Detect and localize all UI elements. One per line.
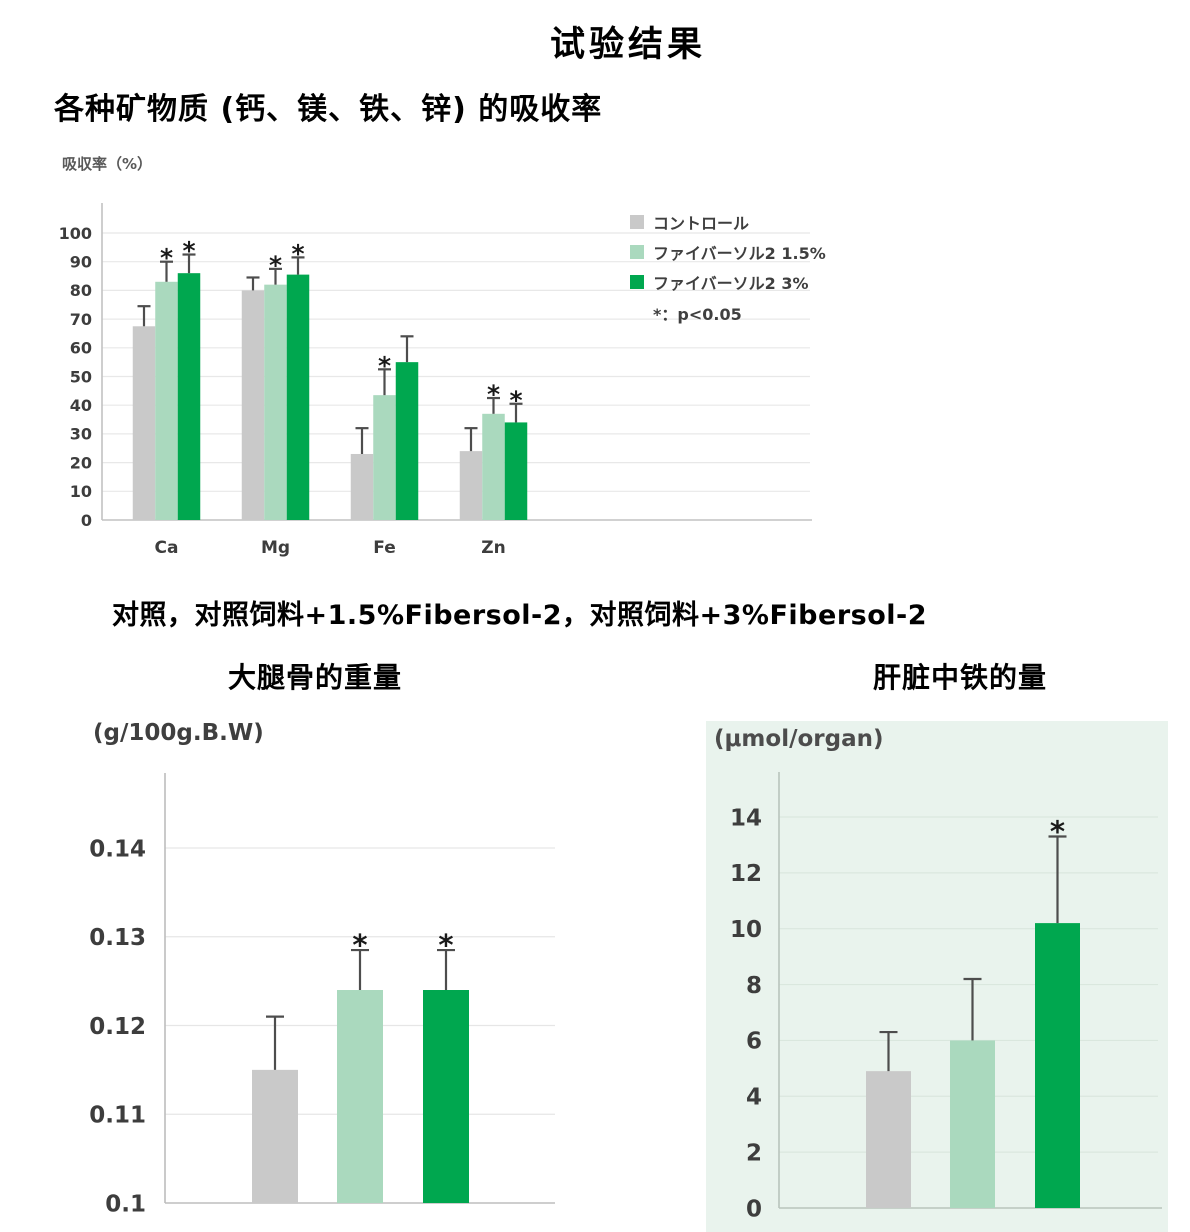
x-axis-label: Zn	[481, 538, 505, 558]
bar	[950, 1040, 995, 1208]
bar	[264, 284, 287, 520]
fibersol-3-color-swatch	[630, 274, 644, 289]
y-tick-label: 0.12	[89, 1014, 146, 1040]
y-tick-label: 0.13	[89, 925, 146, 951]
legend-label-control: コントロール	[653, 213, 750, 233]
liver-y-axis-unit: (μmol/organ)	[714, 726, 884, 752]
y-tick-label: 0.11	[89, 1103, 146, 1129]
x-axis-label: Fe	[373, 538, 395, 558]
liver-chart-panel: (μmol/organ) 0 2 4 6 8 10 12 14 *	[706, 721, 1168, 1232]
absorption-bar-chart: 0 10 20 30 40 50 60 70 80 90 100 * * * * * * * Ca Mg Fe Zn	[60, 203, 812, 558]
bar	[286, 274, 310, 520]
y-tick-label: 50	[70, 367, 92, 386]
significance-star: *	[487, 380, 500, 409]
legend-item-fibersol-1-5: ファイバーソル2 1.5%	[630, 241, 826, 263]
control-color-swatch	[630, 214, 644, 229]
y-tick-label: 12	[730, 861, 762, 887]
y-tick-label: 10	[70, 482, 92, 501]
y-tick-label: 100	[60, 224, 92, 243]
bar	[504, 422, 528, 520]
liver-iron-bar-chart: 0 2 4 6 8 10 12 14 *	[730, 772, 1162, 1222]
bar	[482, 413, 505, 520]
bar	[1035, 923, 1080, 1208]
significance-star: *	[291, 239, 304, 268]
y-tick-label: 4	[746, 1085, 762, 1111]
significance-star: *	[438, 928, 453, 962]
legend-label-fibersol-3: ファイバーソル2 3%	[653, 273, 809, 293]
bar	[177, 273, 201, 520]
significance-star: *	[509, 386, 522, 415]
y-tick-label: 6	[746, 1029, 762, 1055]
y-tick-label: 14	[730, 805, 762, 831]
absorption-y-axis-unit: 吸収率（%）	[62, 155, 153, 173]
y-tick-label: 10	[730, 917, 762, 943]
bar	[337, 990, 383, 1203]
diet-group-note: 对照，对照饲料+1.5%Fibersol-2，对照饲料+3%Fibersol-2	[112, 600, 928, 631]
significance-star: *	[378, 351, 391, 380]
y-tick-label: 0	[81, 511, 92, 530]
fibersol-1-5-color-swatch	[630, 244, 644, 259]
y-tick-label: 0.14	[89, 836, 146, 862]
significance-star: *	[269, 251, 282, 280]
bar	[155, 281, 178, 520]
y-tick-label: 70	[70, 310, 92, 329]
y-tick-label: 2	[746, 1140, 762, 1166]
liver-chart-title: 肝脏中铁的量	[872, 661, 1047, 694]
bar	[252, 1069, 298, 1203]
bar	[423, 990, 469, 1203]
y-tick-label: 80	[70, 281, 92, 300]
significance-note: *：p<0.05	[653, 305, 742, 324]
bar	[132, 326, 156, 520]
bar	[866, 1071, 911, 1208]
absorption-legend: コントロール ファイバーソル2 1.5% ファイバーソル2 3% *：p<0.0…	[630, 211, 826, 325]
femur-chart-title: 大腿骨的重量	[227, 661, 402, 694]
y-tick-label: 0	[746, 1196, 762, 1222]
femur-weight-bar-chart: 0.1 0.11 0.12 0.13 0.14 * *	[89, 773, 555, 1217]
bar	[373, 395, 396, 520]
y-tick-label: 90	[70, 252, 92, 271]
legend-label-fibersol-1-5: ファイバーソル2 1.5%	[653, 243, 826, 263]
significance-star: *	[1050, 815, 1065, 849]
x-axis-label: Ca	[155, 538, 179, 558]
page-title: 试验结果	[550, 25, 707, 65]
y-tick-label: 20	[70, 453, 92, 472]
significance-star: *	[160, 244, 173, 273]
bar	[350, 453, 374, 520]
legend-item-control: コントロール	[630, 211, 826, 233]
bar	[459, 451, 483, 520]
y-tick-label: 60	[70, 339, 92, 358]
x-axis-label: Mg	[261, 538, 290, 558]
bar	[395, 362, 419, 520]
legend-item-fibersol-3: ファイバーソル2 3%	[630, 271, 826, 293]
femur-y-axis-unit: (g/100g.B.W)	[93, 720, 264, 746]
significance-star: *	[352, 928, 367, 962]
y-tick-label: 40	[70, 396, 92, 415]
significance-star: *	[182, 237, 195, 266]
y-tick-label: 30	[70, 425, 92, 444]
y-tick-label: 0.1	[105, 1191, 146, 1217]
bar	[241, 290, 265, 520]
y-tick-label: 8	[746, 973, 762, 999]
absorption-section-title: 各种矿物质 (钙、镁、铁、锌) 的吸收率	[54, 92, 603, 127]
